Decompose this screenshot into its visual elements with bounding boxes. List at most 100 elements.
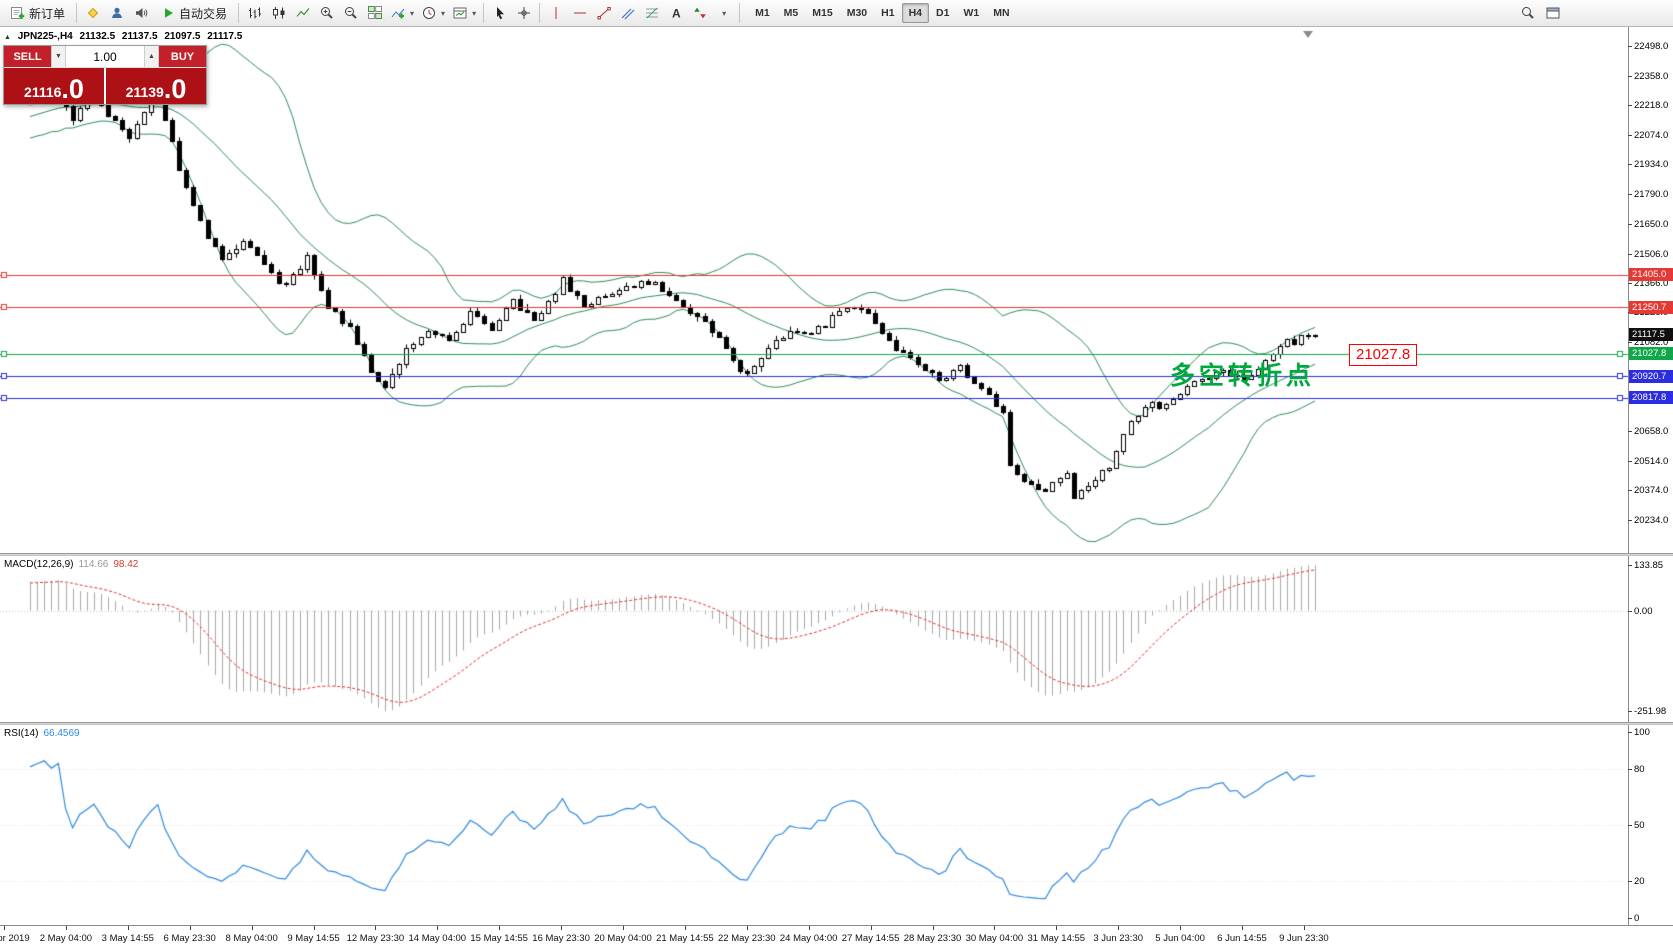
time-axis-tick [313,926,315,930]
pane-separator[interactable] [0,722,1673,725]
price-axis-label: 21650.0 [1634,218,1669,230]
periods-button[interactable]: ▾ [418,2,448,24]
axis-tick [1628,880,1632,882]
ohlc-high: 21137.5 [121,31,158,42]
time-axis-label: 16 May 23:30 [532,933,590,944]
time-axis-tick [437,926,439,930]
price-axis-label: 20 [1634,875,1645,887]
profile-button[interactable] [105,2,128,24]
timeframe-button-w1[interactable]: W1 [956,3,986,23]
pane-separator[interactable] [0,553,1673,556]
axis-tick [1628,918,1632,919]
timeframe-button-h4[interactable]: H4 [901,3,930,23]
time-axis-tick [684,926,686,930]
search-button[interactable] [1516,2,1539,24]
candlestick-icon [272,7,285,19]
sell-price-display[interactable]: 21116.0 [4,68,104,104]
price-axis-label: 22498.0 [1634,41,1669,53]
timeframe-button-m1[interactable]: M1 [748,3,777,23]
toolbar-right-group [1516,2,1564,24]
rsi-panel-canvas[interactable] [0,725,1628,925]
alerts-button[interactable] [129,2,152,24]
time-axis-tick [561,926,563,930]
price-axis[interactable] [1628,27,1673,925]
chevron-down-icon: ▾ [441,8,446,18]
auto-trading-button[interactable]: 自动交易 [153,2,234,24]
sell-button[interactable]: SELL [4,46,51,67]
time-axis-label: 5 Jun 04:00 [1155,933,1205,944]
cursor-icon [496,7,504,20]
timeframe-button-m5[interactable]: M5 [777,3,806,23]
buy-price-display[interactable]: 21139.0 [106,68,206,104]
line-chart-button[interactable] [291,2,314,24]
price-tag-red: 21405.0 [1629,268,1673,282]
profile-icon [111,7,122,18]
indicators-button[interactable]: ▾ [387,2,417,24]
timeframe-button-h1[interactable]: H1 [874,3,901,23]
zoom-out-button[interactable] [339,2,362,24]
time-axis-label: 21 May 14:55 [656,933,714,944]
vertical-line-button[interactable] [544,2,567,24]
tile-windows-button[interactable] [363,2,386,24]
price-axis-label: 22218.0 [1634,99,1669,111]
new-order-icon [11,7,25,19]
arrows-tool-button[interactable] [688,2,711,24]
time-axis-label: 20 May 04:00 [594,933,652,944]
ohlc-low: 21097.5 [164,31,201,42]
ohlc-open: 21132.5 [79,31,116,42]
trendline-button[interactable] [592,2,615,24]
new-order-button[interactable]: 新订单 [3,2,72,24]
price-axis-label: 21934.0 [1634,159,1669,171]
indicators-icon [391,8,405,19]
bar-chart-button[interactable] [243,2,266,24]
timeframe-button-m15[interactable]: M15 [805,3,839,23]
axis-tick [1628,519,1632,521]
crosshair-button[interactable] [512,2,535,24]
main-chart-canvas[interactable] [0,27,1628,553]
shapes-dropdown-button[interactable]: ▾ [712,2,735,24]
candlestick-chart-button[interactable] [267,2,290,24]
horizontal-line-icon [573,12,586,14]
toolbar-separator [483,3,485,23]
volume-input[interactable] [66,46,144,67]
time-axis-tick [1180,926,1182,930]
templates-button[interactable]: ▾ [449,2,479,24]
time-axis-tick [1242,926,1243,930]
axis-tick [1628,825,1632,826]
time-axis-label: 14 May 04:00 [408,933,467,944]
time-axis[interactable]: 30 Apr 2019 2 May 04:00 3 May 14:55 6 May 2… [0,925,1673,950]
text-tool-button[interactable]: A [664,2,687,24]
axis-tick [1628,223,1632,225]
volume-decrease-button[interactable]: ▼ [51,46,66,67]
cursor-button[interactable] [488,2,511,24]
fibonacci-button[interactable] [640,2,663,24]
channel-button[interactable] [616,2,639,24]
timeframe-button-d1[interactable]: D1 [929,3,956,23]
toolbar-separator [539,3,541,23]
new-chart-window-button[interactable] [1541,2,1564,24]
price-axis-label: 100 [1634,727,1650,738]
time-axis-label: 3 Jun 23:30 [1093,933,1144,944]
timeframe-button-m30[interactable]: M30 [840,3,874,23]
axis-tick [1628,732,1632,733]
zoom-out-icon [344,7,357,19]
symbols-button[interactable] [81,2,104,24]
timeframe-button-mn[interactable]: MN [986,3,1016,23]
chevron-down-icon: ▾ [472,8,477,18]
time-axis-label: 27 May 14:55 [841,933,900,944]
sell-price-main: 21116 [24,84,62,100]
symbol-arrow-icon: ▲ [4,34,11,41]
time-axis-tick [4,926,5,930]
horizontal-line-button[interactable] [568,2,591,24]
time-axis-tick [499,926,501,930]
buy-button[interactable]: BUY [159,46,206,67]
text-icon: A [672,7,681,21]
pivot-price-label[interactable]: 21027.8 [1349,343,1418,366]
pivot-annotation-text[interactable]: 多空转折点 [1170,361,1316,390]
zoom-in-button[interactable] [315,2,338,24]
auto-trading-label: 自动交易 [179,6,228,21]
macd-panel-canvas[interactable] [0,556,1628,722]
time-axis-tick [623,926,624,930]
volume-increase-button[interactable]: ▲ [144,46,159,67]
